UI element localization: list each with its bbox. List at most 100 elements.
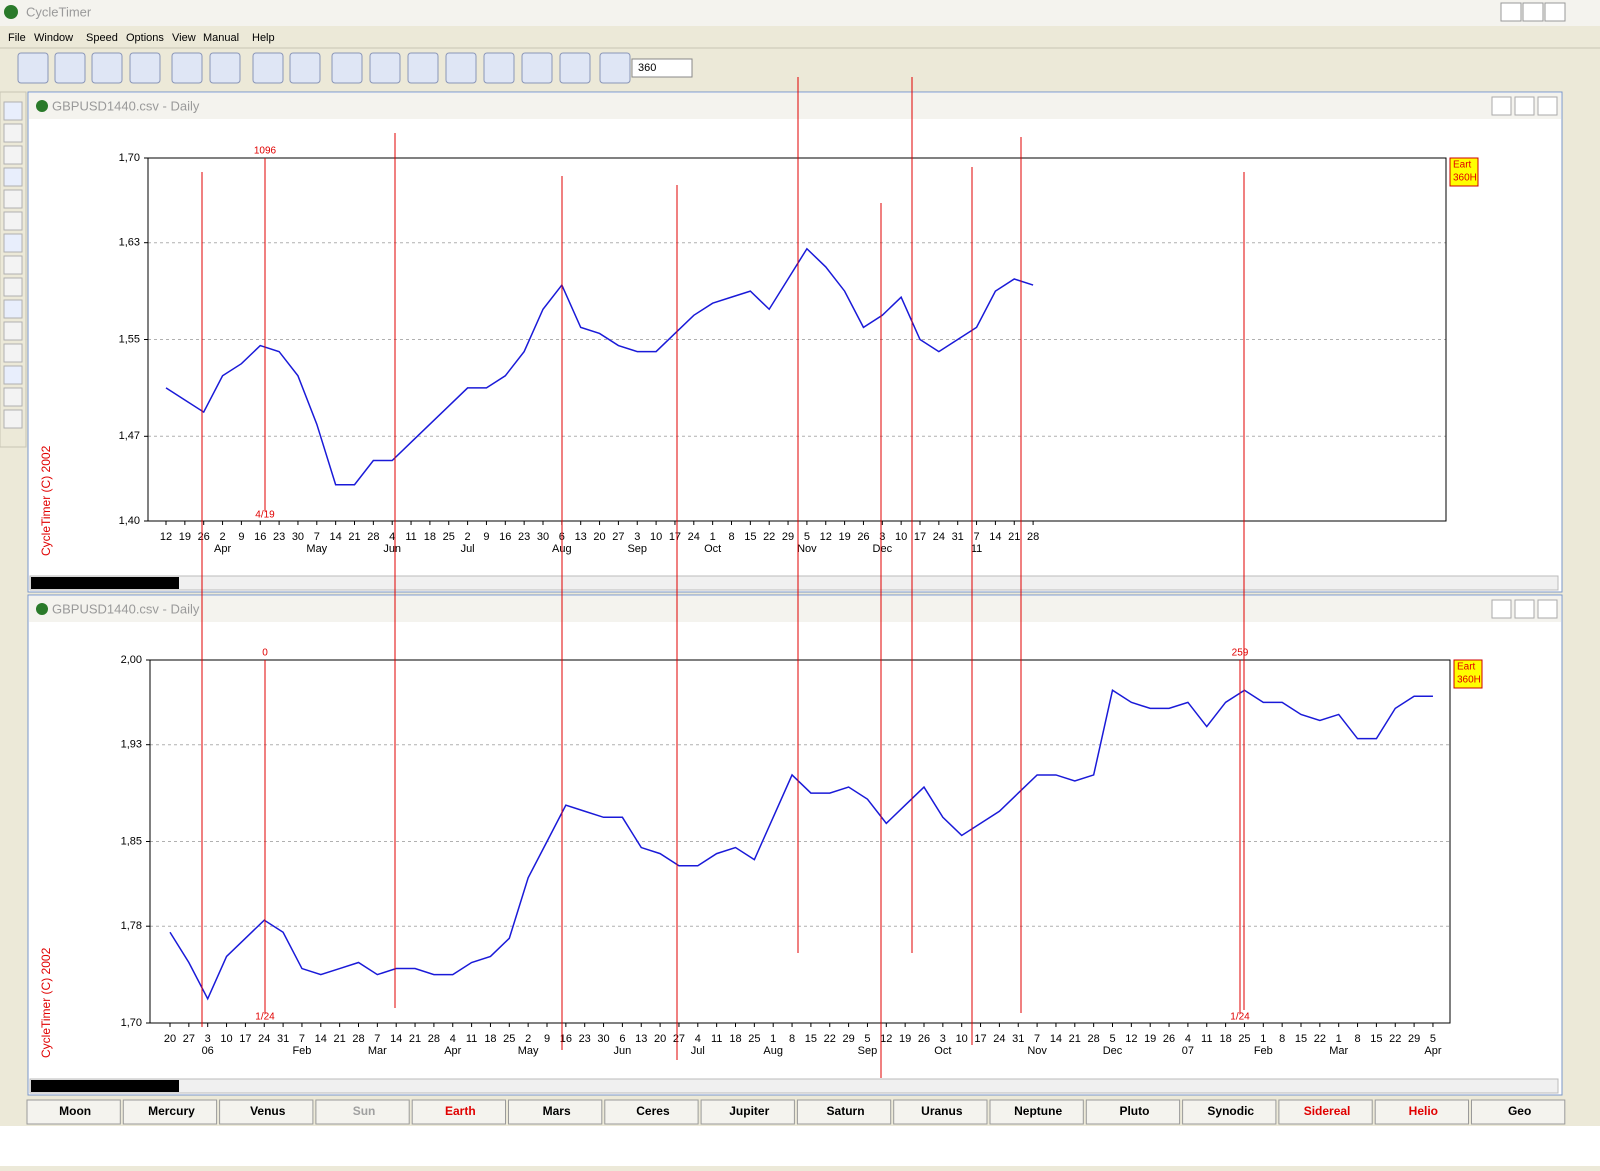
x-tick-label: 14 [989, 531, 1001, 543]
toolbar-button[interactable] [54, 52, 86, 84]
toolbar-button[interactable] [129, 52, 161, 84]
tab[interactable] [1278, 1099, 1373, 1125]
x-tick-label: 14 [315, 1033, 327, 1045]
tab[interactable] [604, 1099, 699, 1125]
month-label: Mar [368, 1045, 387, 1057]
copyright: CycleTimer (C) 2002 [39, 445, 53, 556]
menu-item[interactable]: Speed [86, 32, 118, 44]
pane-button[interactable] [1514, 96, 1535, 116]
month-label: Jun [614, 1045, 632, 1057]
tool-button[interactable] [3, 233, 23, 253]
menu-item[interactable]: Options [126, 32, 164, 44]
tab[interactable] [700, 1099, 795, 1125]
tab[interactable] [219, 1099, 314, 1125]
pane-button[interactable] [1491, 96, 1512, 116]
minimize-button[interactable] [1500, 2, 1522, 22]
marker-bottom: 1/24 [255, 1012, 275, 1023]
tool-button[interactable] [3, 145, 23, 165]
tab[interactable] [796, 1099, 892, 1125]
x-tick-label: 18 [484, 1033, 496, 1045]
tool-button[interactable] [3, 255, 23, 275]
x-tick-label: 28 [1027, 531, 1039, 543]
toolbar-button[interactable] [559, 52, 591, 84]
toolbar-button[interactable] [17, 52, 49, 84]
month-label: Sep [858, 1045, 878, 1057]
scrollbar[interactable] [29, 575, 1559, 591]
toolbar-button[interactable] [599, 52, 631, 84]
toolbar-button[interactable] [521, 52, 553, 84]
tool-button[interactable] [3, 211, 23, 231]
menu-item[interactable]: View [172, 32, 196, 44]
scrollbar[interactable] [29, 1078, 1559, 1094]
x-tick-label: 4 [450, 1033, 456, 1045]
x-tick-label: 22 [1314, 1033, 1326, 1045]
tool-button[interactable] [3, 387, 23, 407]
x-tick-label: 3 [879, 531, 885, 543]
toolbar-button[interactable] [171, 52, 203, 84]
toolbar-button[interactable] [289, 52, 321, 84]
pane-button[interactable] [1537, 96, 1558, 116]
toolbar-button[interactable] [91, 52, 123, 84]
tool-button[interactable] [3, 277, 23, 297]
tool-button[interactable] [3, 167, 23, 187]
tab[interactable] [1085, 1099, 1181, 1125]
tab[interactable] [893, 1099, 988, 1125]
tab[interactable] [122, 1099, 218, 1125]
tool-button[interactable] [3, 299, 23, 319]
x-tick-label: 20 [164, 1033, 176, 1045]
x-tick-label: 22 [1389, 1033, 1401, 1045]
tab[interactable] [989, 1099, 1084, 1125]
tab[interactable] [26, 1099, 121, 1125]
toolbar-button[interactable] [209, 52, 241, 84]
x-tick-label: 27 [183, 1033, 195, 1045]
tool-button[interactable] [3, 321, 23, 341]
toolbar-button[interactable] [483, 52, 515, 84]
menu-item[interactable]: Manual [203, 32, 239, 44]
legend-box [1449, 157, 1479, 187]
tab[interactable] [1182, 1099, 1277, 1125]
tab-label: Geo [1508, 1104, 1531, 1118]
menu-item[interactable]: File [8, 32, 26, 44]
pane-button[interactable] [1514, 599, 1535, 619]
x-tick-label: 10 [220, 1033, 232, 1045]
tool-button[interactable] [3, 123, 23, 143]
x-tick-label: 27 [673, 1033, 685, 1045]
close-button[interactable] [1544, 2, 1566, 22]
toolbar-button[interactable] [445, 52, 477, 84]
tab[interactable] [315, 1099, 410, 1125]
toolbar-button[interactable] [369, 52, 401, 84]
pane-button[interactable] [1537, 599, 1558, 619]
restore-button[interactable] [1522, 2, 1544, 22]
tool-button[interactable] [3, 409, 23, 429]
pane-button[interactable] [1491, 599, 1512, 619]
tab[interactable] [411, 1099, 507, 1125]
menu-item[interactable]: Help [252, 32, 275, 44]
tool-button[interactable] [3, 189, 23, 209]
title-bar [0, 0, 1600, 26]
tool-button[interactable] [3, 365, 23, 385]
tab[interactable] [508, 1099, 603, 1125]
x-tick-label: 9 [483, 531, 489, 543]
menu-item[interactable]: Window [34, 32, 73, 44]
tab[interactable] [1374, 1099, 1469, 1125]
toolbar-button[interactable] [407, 52, 439, 84]
toolbar-input[interactable] [631, 58, 693, 78]
tool-button[interactable] [3, 101, 23, 121]
x-tick-label: 15 [744, 531, 756, 543]
toolbar-button[interactable] [252, 52, 284, 84]
x-tick-label: 19 [899, 1033, 911, 1045]
x-tick-label: 31 [277, 1033, 289, 1045]
x-tick-label: 5 [864, 1033, 870, 1045]
price-line [165, 247, 1034, 486]
x-tick-label: 17 [914, 531, 926, 543]
marker-top: 1096 [254, 146, 277, 157]
x-tick-label: 21 [1008, 531, 1020, 543]
legend-text: Eart [1453, 160, 1472, 171]
tool-button[interactable] [3, 343, 23, 363]
x-tick-label: 2 [219, 531, 225, 543]
toolbar-button[interactable] [331, 52, 363, 84]
tab[interactable] [1471, 1099, 1566, 1125]
x-tick-label: 7 [299, 1033, 305, 1045]
x-tick-label: 12 [1125, 1033, 1137, 1045]
